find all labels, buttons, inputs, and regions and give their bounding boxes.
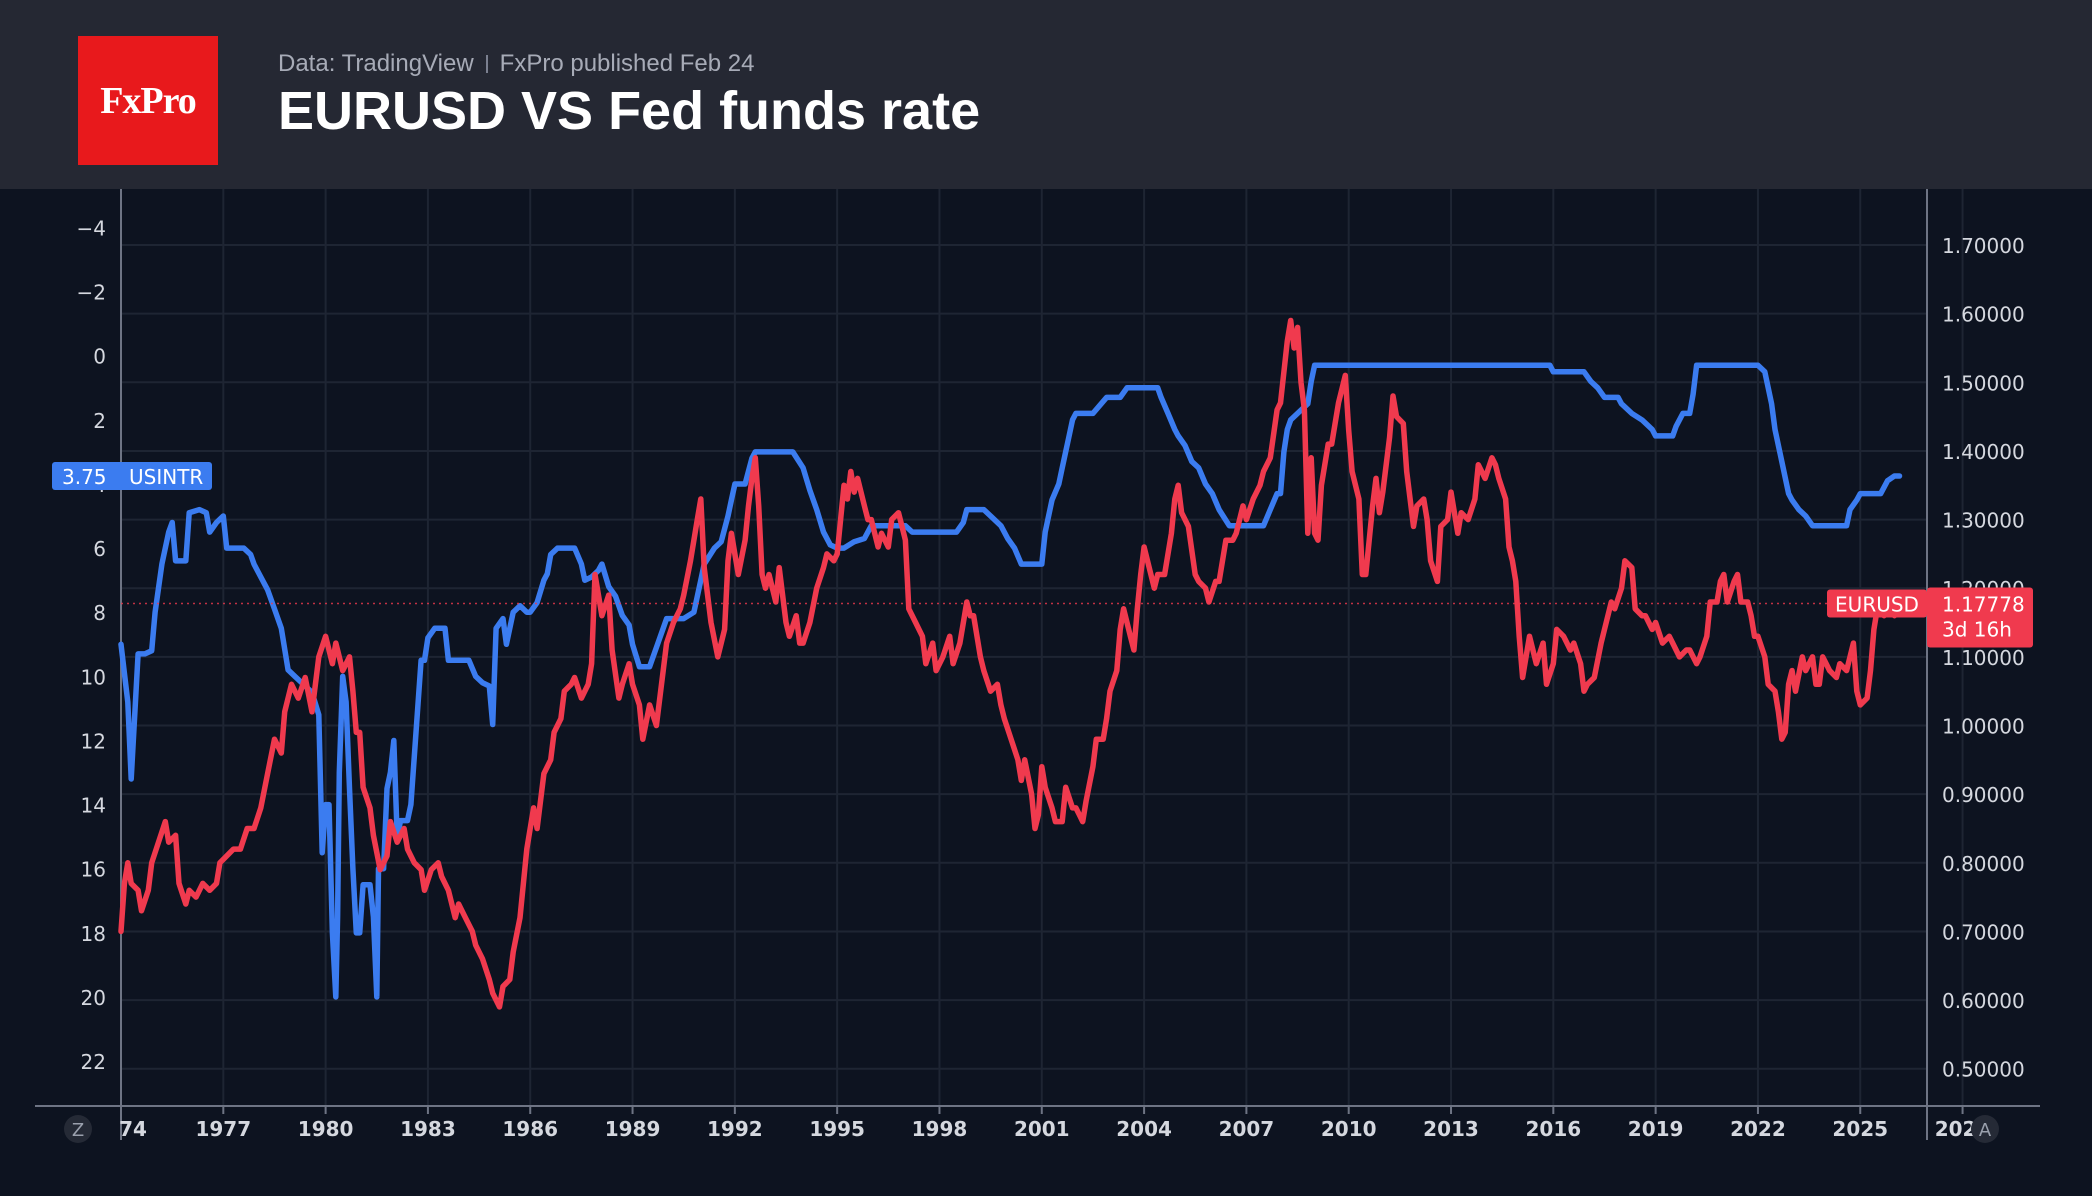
- usintr-series-name: USINTR: [129, 465, 203, 489]
- chart-title: EURUSD VS Fed funds rate: [278, 81, 981, 141]
- x-tick-label: 2001: [1014, 1117, 1070, 1141]
- x-tick-label: 1998: [912, 1117, 968, 1141]
- x-tick-label: 1986: [502, 1117, 558, 1141]
- left-scale-button[interactable]: Z: [64, 1115, 92, 1143]
- series-lines: [118, 317, 1927, 1010]
- right-tick-label: 0.80000: [1942, 852, 2025, 876]
- right-axis-ticks: 1.700001.600001.500001.400001.300001.200…: [1942, 234, 2025, 1082]
- x-tick-label: 2010: [1321, 1117, 1377, 1141]
- auto-scale-button-label: A: [1979, 1120, 1992, 1141]
- x-tick-label: 1992: [707, 1117, 763, 1141]
- eurusd-series-name: EURUSD: [1835, 592, 1919, 616]
- left-tick-label: 16: [81, 858, 106, 882]
- left-tick-label: 14: [81, 794, 106, 818]
- left-tick-label: 22: [81, 1050, 106, 1074]
- logo-text: FxPro: [100, 79, 197, 122]
- auto-scale-button[interactable]: A: [1971, 1115, 1999, 1143]
- fxpro-logo: FxPro: [78, 36, 218, 165]
- right-tick-label: 1.00000: [1942, 715, 2025, 739]
- x-axis-ticks: 74 1977 1980 1983 1986 1989 1992 1995 1998 2001 20…: [119, 1106, 1990, 1141]
- eurusd-value-badge: [1927, 587, 2033, 648]
- x-tick-label: 1977: [195, 1117, 251, 1141]
- left-tick-label: 2: [93, 409, 106, 433]
- source-text: Data: TradingView: [278, 50, 474, 77]
- eurusd-last-value: 1.17778: [1942, 592, 2025, 616]
- left-tick-label: 6: [93, 537, 106, 561]
- eurusd-name-badge: [1827, 589, 1927, 618]
- left-tick-label: 8: [93, 601, 106, 625]
- right-tick-label: 0.50000: [1942, 1058, 2025, 1082]
- usintr-last-value: 3.75: [62, 465, 107, 489]
- right-tick-label: 0.60000: [1942, 989, 2025, 1013]
- series-line-usintr: [118, 362, 1903, 1000]
- right-tick-label: 1.40000: [1942, 440, 2025, 464]
- x-tick-label: 2016: [1525, 1117, 1581, 1141]
- source-line: Data: TradingView FxPro published Feb 24: [278, 50, 754, 78]
- publisher-text: FxPro published Feb 24: [499, 50, 755, 77]
- left-tick-label: 10: [81, 665, 106, 689]
- left-axis-ticks: −4−20246810121416182022: [77, 216, 106, 1074]
- x-tick-label: 2013: [1423, 1117, 1479, 1141]
- right-tick-label: 1.10000: [1942, 646, 2025, 670]
- right-tick-label: 0.90000: [1942, 783, 2025, 807]
- x-tick-label: 2004: [1116, 1117, 1172, 1141]
- right-tick-label: 1.60000: [1942, 303, 2025, 327]
- right-tick-label: 1.70000: [1942, 234, 2025, 258]
- right-tick-label: 1.30000: [1942, 509, 2025, 533]
- eurusd-countdown: 3d 16h: [1942, 617, 2012, 641]
- x-tick-label: 2007: [1219, 1117, 1275, 1141]
- left-tick-label: −4: [77, 216, 106, 240]
- left-scale-button-label: Z: [72, 1120, 84, 1141]
- left-tick-label: −2: [77, 281, 106, 305]
- x-tick-label: 1989: [605, 1117, 661, 1141]
- left-tick-label: 0: [93, 345, 106, 369]
- series-line-eurusd: [118, 317, 1908, 1010]
- header-bar: FxPro Data: TradingView FxPro published …: [0, 0, 2092, 189]
- right-tick-label: 0.70000: [1942, 920, 2025, 944]
- x-tick-label: 2022: [1730, 1117, 1786, 1141]
- left-tick-label: 12: [81, 729, 106, 753]
- chart-area: −4−20246810121416182022 1.700001.600001.…: [35, 189, 2040, 1143]
- right-tick-label: 1.50000: [1942, 371, 2025, 395]
- left-tick-label: 18: [81, 922, 106, 946]
- x-tick-label: 1983: [400, 1117, 456, 1141]
- x-tick-label: 1995: [809, 1117, 865, 1141]
- separator: [485, 55, 488, 73]
- x-tick-label: 2019: [1628, 1117, 1684, 1141]
- usintr-label-badge: [52, 461, 212, 490]
- left-tick-label: 20: [81, 986, 106, 1010]
- x-tick-label: 2025: [1832, 1117, 1888, 1141]
- x-tick-label: 74: [119, 1117, 147, 1141]
- x-tick-label: 1980: [298, 1117, 354, 1141]
